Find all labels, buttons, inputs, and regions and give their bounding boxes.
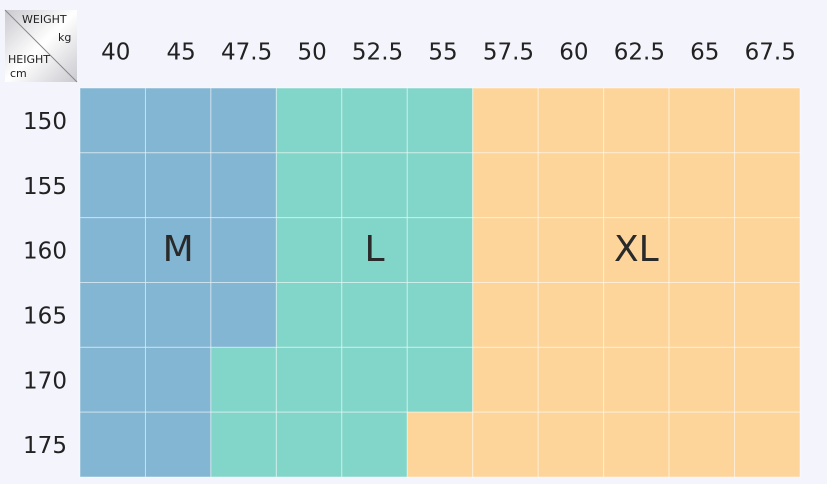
size-cell	[406, 152, 474, 219]
size-label: M	[163, 229, 194, 270]
size-cell	[341, 87, 408, 154]
size-cell	[668, 217, 736, 284]
size-cell	[275, 87, 343, 154]
weight-header: 45	[167, 40, 196, 66]
size-cell	[144, 282, 212, 348]
weight-header: 52.5	[352, 40, 403, 66]
weight-unit: kg	[58, 31, 71, 44]
weight-header: 65	[690, 40, 719, 66]
size-cell	[210, 217, 277, 284]
size-cell	[341, 346, 408, 413]
height-header: 165	[23, 303, 67, 329]
size-cell	[275, 411, 343, 478]
size-cell	[79, 346, 146, 413]
size-cell	[603, 282, 670, 348]
weight-header: 57.5	[483, 40, 534, 66]
height-header: 175	[23, 433, 67, 459]
weight-header: 55	[428, 40, 457, 66]
weight-header: 47.5	[221, 40, 272, 66]
size-cell	[472, 87, 539, 154]
size-cell	[210, 346, 277, 413]
size-cell	[734, 87, 801, 154]
size-cell	[472, 346, 539, 413]
size-cell	[275, 282, 343, 348]
height-header: 155	[23, 174, 67, 200]
size-cell	[210, 87, 277, 154]
size-cell	[734, 282, 801, 348]
size-cell	[734, 346, 801, 413]
size-cell	[603, 87, 670, 154]
size-cell	[603, 411, 670, 478]
size-cell	[144, 217, 212, 284]
size-cell	[668, 411, 736, 478]
size-cell	[668, 346, 736, 413]
size-cell	[79, 87, 146, 154]
size-cell	[144, 346, 212, 413]
size-cell	[472, 217, 539, 284]
size-cell	[668, 87, 736, 154]
size-cell	[406, 217, 474, 284]
size-cell	[406, 282, 474, 348]
size-cell	[144, 152, 212, 219]
weight-header: 60	[559, 40, 588, 66]
size-cell	[537, 152, 605, 219]
size-cell	[406, 411, 474, 478]
size-cell	[79, 217, 146, 284]
size-cell	[472, 152, 539, 219]
size-cell	[79, 152, 146, 219]
size-label: L	[365, 229, 385, 270]
size-cell	[275, 346, 343, 413]
size-cell	[537, 282, 605, 348]
size-cell	[734, 411, 801, 478]
weight-header: 50	[297, 40, 326, 66]
size-cell	[603, 217, 670, 284]
height-label: HEIGHT	[8, 53, 50, 66]
size-cell	[210, 411, 277, 478]
size-cell	[341, 282, 408, 348]
weight-header: 67.5	[745, 40, 796, 66]
size-cell	[341, 152, 408, 219]
size-cell	[406, 346, 474, 413]
size-cell	[275, 217, 343, 284]
size-cell	[603, 346, 670, 413]
size-cell	[734, 217, 801, 284]
size-cell	[472, 282, 539, 348]
corner-diagonal	[4, 9, 78, 83]
size-cell	[668, 152, 736, 219]
size-cell	[734, 152, 801, 219]
size-cell	[472, 411, 539, 478]
size-cell	[79, 411, 146, 478]
height-header: 160	[23, 239, 67, 265]
size-label: XL	[614, 229, 659, 270]
weight-header: 62.5	[614, 40, 665, 66]
size-cell	[341, 411, 408, 478]
size-cell	[144, 411, 212, 478]
height-unit: cm	[10, 67, 27, 80]
size-cell	[537, 411, 605, 478]
height-header: 170	[23, 368, 67, 394]
height-header: 150	[23, 109, 67, 135]
size-cell	[210, 282, 277, 348]
weight-label: WEIGHT	[22, 13, 67, 26]
size-cell	[210, 152, 277, 219]
weight-header: 40	[101, 40, 130, 66]
size-cell	[537, 217, 605, 284]
size-cell	[668, 282, 736, 348]
size-cell	[406, 87, 474, 154]
size-cell	[537, 346, 605, 413]
size-cell	[79, 282, 146, 348]
size-cell	[603, 152, 670, 219]
size-cell	[275, 152, 343, 219]
size-cell	[144, 87, 212, 154]
size-cell	[537, 87, 605, 154]
